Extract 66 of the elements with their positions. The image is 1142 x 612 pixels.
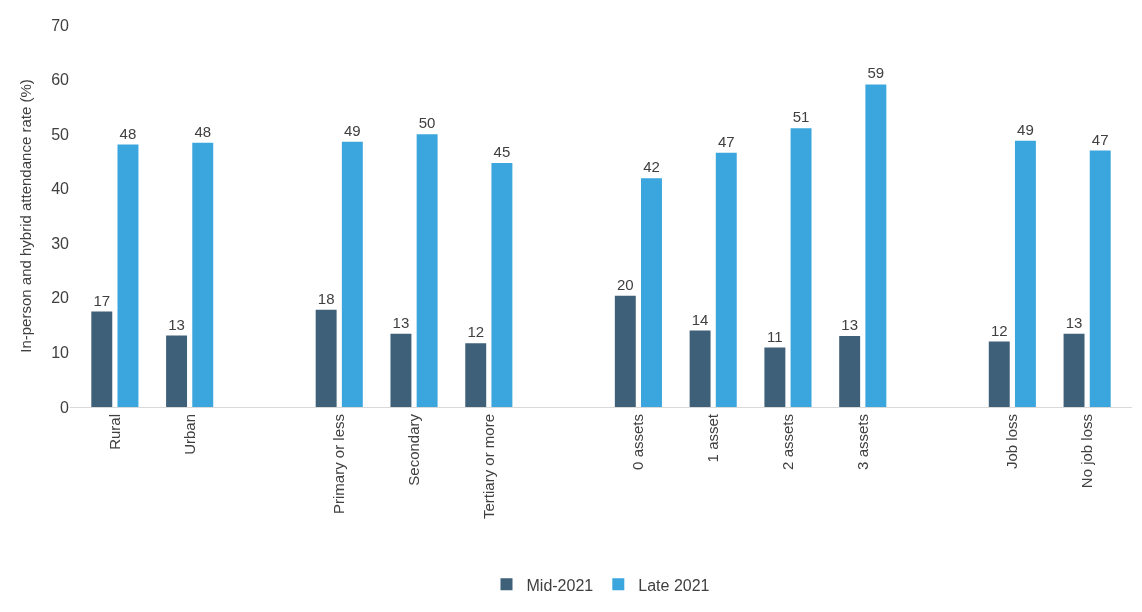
- bar: [416, 134, 438, 407]
- y-tick-label: 20: [51, 289, 70, 307]
- data-label: 12: [467, 323, 485, 341]
- x-tick-label: Primary or less: [330, 414, 348, 515]
- data-label: 13: [841, 316, 859, 334]
- x-tick-label: Secondary: [404, 413, 422, 486]
- y-tick-label: 70: [51, 16, 70, 34]
- data-label: 42: [643, 158, 660, 176]
- y-tick-label: 40: [51, 180, 70, 198]
- x-tick-label: Tertiary or more: [479, 414, 497, 520]
- y-tick-label: 30: [51, 234, 70, 252]
- bar: [988, 341, 1010, 407]
- y-axis-title: In-person and hybrid attendance rate (%): [17, 79, 35, 353]
- bar: [1063, 333, 1085, 407]
- bar: [641, 178, 662, 407]
- bar: [790, 128, 812, 407]
- data-label: 47: [1091, 130, 1109, 148]
- bar: [465, 343, 487, 407]
- data-label: 45: [493, 143, 511, 161]
- x-tick-label: Rural: [105, 414, 123, 450]
- x-tick-label: Job loss: [1003, 414, 1021, 470]
- x-tick-label: Urban: [180, 414, 198, 455]
- bar: [689, 330, 711, 407]
- bar: [715, 152, 737, 407]
- x-tick-label: 3 assets: [853, 414, 871, 470]
- bar: [315, 309, 337, 407]
- x-tick-label: 1 asset: [704, 413, 722, 463]
- bar: [839, 336, 861, 407]
- bar: [614, 295, 636, 407]
- data-label: 14: [691, 310, 709, 328]
- bar: [390, 333, 412, 407]
- data-label: 13: [392, 313, 410, 331]
- bar: [1089, 150, 1111, 407]
- y-tick-label: 50: [51, 125, 70, 143]
- x-tick-label: 0 assets: [629, 414, 647, 470]
- data-label: 18: [317, 289, 335, 307]
- bar: [192, 142, 214, 407]
- y-tick-label: 60: [51, 71, 70, 89]
- data-label: 49: [343, 121, 361, 139]
- data-label: 59: [867, 64, 885, 82]
- y-tick-label: 10: [51, 344, 70, 362]
- bar: [91, 311, 113, 407]
- bar: [117, 144, 139, 407]
- data-label: 48: [194, 122, 212, 140]
- x-tick-label: 2 assets: [778, 414, 796, 470]
- x-tick-label: No job loss: [1078, 414, 1096, 489]
- data-label: 49: [1017, 120, 1034, 138]
- data-label: 47: [717, 132, 735, 150]
- data-label: 50: [418, 114, 436, 132]
- legend-label: Mid-2021: [526, 576, 594, 594]
- data-label: 12: [990, 321, 1008, 339]
- bar: [341, 141, 363, 407]
- data-label: 17: [93, 291, 111, 309]
- bar: [1014, 140, 1036, 407]
- data-label: 13: [168, 315, 185, 333]
- data-label: 51: [792, 108, 810, 126]
- y-tick-label: 0: [60, 398, 70, 416]
- data-label: 13: [1065, 313, 1083, 331]
- legend-label: Late 2021: [638, 576, 710, 594]
- bar: [865, 84, 887, 407]
- bar: [764, 347, 786, 407]
- data-label: 11: [767, 327, 783, 345]
- data-label: 48: [119, 124, 137, 142]
- bar: [166, 335, 188, 407]
- data-label: 20: [616, 275, 634, 293]
- bar: [491, 163, 513, 407]
